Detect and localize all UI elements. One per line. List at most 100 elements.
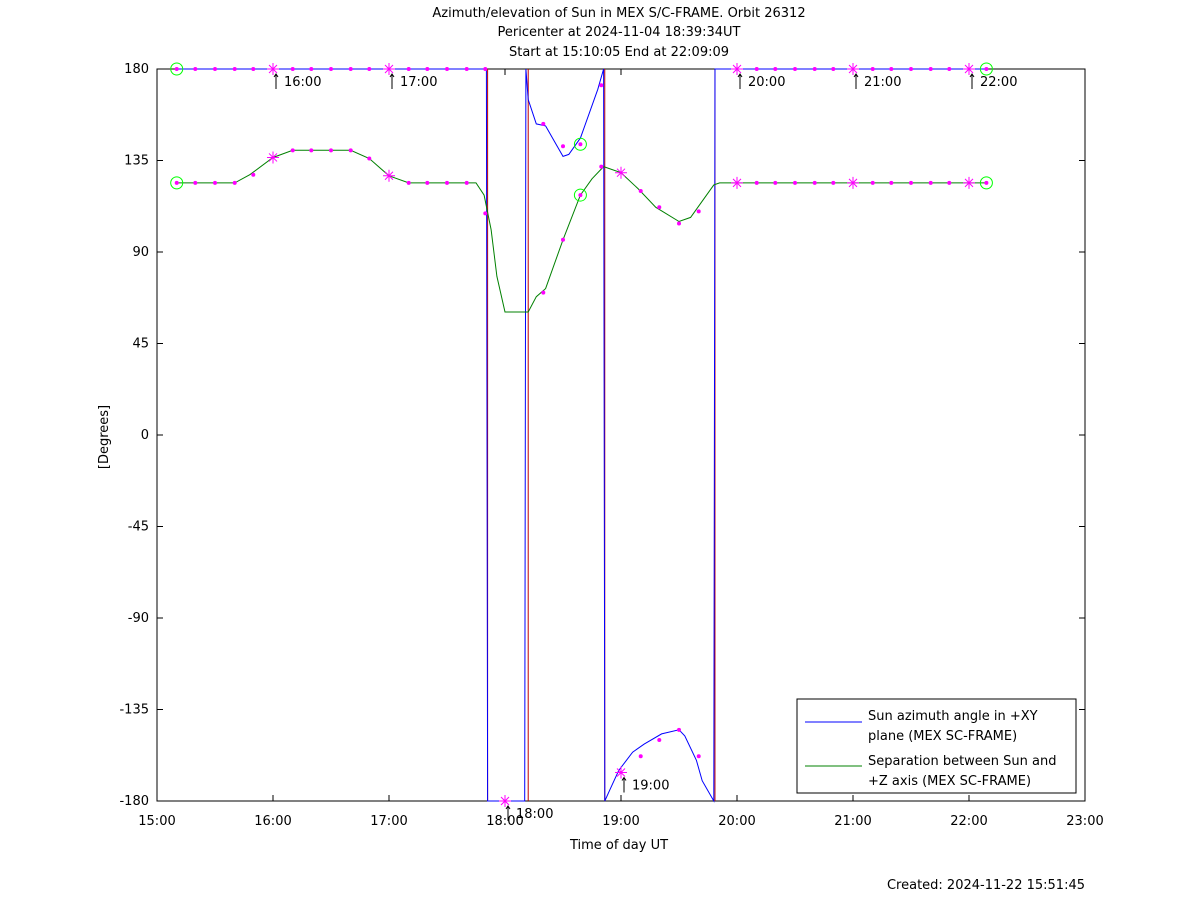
x-tick-label: 18:00 [486, 814, 523, 829]
y-axis-label: [Degrees] [97, 405, 112, 469]
ten-minute-marker [696, 209, 701, 214]
ten-minute-marker [425, 67, 430, 71]
ten-minute-marker [329, 67, 333, 71]
x-tick-label: 20:00 [718, 814, 755, 829]
ten-minute-marker [793, 180, 797, 185]
ten-minute-marker [367, 67, 372, 71]
x-tick-label: 23:00 [1066, 814, 1103, 829]
ten-minute-marker [213, 67, 217, 71]
y-tick-label: 0 [141, 428, 149, 443]
hour-label: 19:00 [632, 779, 669, 794]
ten-minute-marker [445, 67, 449, 71]
ten-minute-marker [677, 221, 681, 226]
ten-minute-marker [541, 290, 546, 295]
hour-label-arrow [853, 73, 859, 89]
ten-minute-marker [812, 67, 817, 71]
ten-minute-marker [367, 156, 372, 161]
hour-marker [731, 63, 743, 75]
ten-minute-marker [561, 237, 565, 242]
hour-marker [847, 63, 859, 75]
y-tick-label: 90 [132, 245, 149, 260]
hour-label-arrow [621, 776, 627, 793]
ten-minute-marker [657, 738, 662, 742]
y-tick-label: -90 [128, 611, 149, 626]
hour-marker [847, 176, 859, 189]
legend-label-separation-2: +Z axis (MEX SC-FRAME) [868, 774, 1031, 789]
hour-label: 18:00 [516, 807, 553, 822]
hour-label: 17:00 [400, 75, 437, 90]
azimuth-series-line [176, 68, 987, 803]
wrap-lines [487, 69, 716, 801]
endpoint-dot [984, 180, 989, 185]
hour-marker [963, 176, 975, 189]
ten-minute-marker [793, 67, 797, 71]
x-tick-label: 19:00 [602, 814, 639, 829]
y-tick-label: 180 [124, 62, 149, 77]
ten-minute-marker [348, 67, 353, 71]
ten-minute-marker [677, 727, 681, 732]
ten-minute-marker [638, 754, 643, 759]
ten-minute-marker [947, 180, 952, 185]
hour-label-arrow [737, 73, 743, 89]
y-tick-label: -135 [119, 703, 149, 718]
hour-marker [267, 63, 279, 75]
ten-minute-marker [193, 180, 198, 185]
legend: Sun azimuth angle in +XY plane (MEX SC-F… [796, 698, 1077, 794]
x-tick-label: 21:00 [834, 814, 871, 829]
endpoint-circle [979, 176, 993, 190]
ten-minute-marker [445, 180, 449, 185]
ten-minute-marker [232, 67, 237, 71]
title-line-1: Azimuth/elevation of Sun in MEX S/C-FRAM… [432, 6, 805, 21]
hour-marker [731, 176, 743, 189]
legend-label-azimuth-2: plane (MEX SC-FRAME) [868, 729, 1017, 744]
y-tick-label: 45 [132, 337, 149, 352]
hour-marker [615, 766, 627, 779]
marker-layer [170, 62, 993, 807]
ten-minute-marker [599, 83, 604, 88]
y-tick-label: 135 [124, 154, 149, 169]
x-axis-label: Time of day UT [569, 838, 668, 853]
ten-minute-marker [638, 189, 643, 193]
ten-minute-marker [541, 121, 546, 126]
hour-label: 21:00 [864, 75, 901, 90]
ten-minute-marker [928, 180, 933, 185]
hour-label: 22:00 [980, 75, 1017, 90]
y-tick-label: -180 [119, 794, 149, 809]
hour-marker [963, 63, 975, 75]
ten-minute-marker [909, 180, 913, 185]
ten-minute-marker [232, 180, 237, 185]
endpoint-dot [578, 193, 583, 198]
ten-minute-marker [329, 148, 333, 153]
ten-minute-marker [696, 754, 701, 759]
ten-minute-marker [193, 67, 198, 71]
chart-title: Azimuth/elevation of Sun in MEX S/C-FRAM… [432, 6, 805, 60]
ten-minute-marker [483, 67, 488, 71]
ten-minute-marker [870, 67, 875, 71]
hour-marker [383, 169, 395, 182]
ten-minute-marker [754, 67, 759, 71]
x-tick-label: 22:00 [950, 814, 987, 829]
hour-label-arrow [969, 73, 975, 89]
ten-minute-marker [754, 180, 759, 185]
ten-minute-marker [309, 148, 314, 153]
ten-minute-marker [831, 67, 836, 71]
ten-minute-marker [290, 148, 295, 153]
ten-minute-marker [406, 180, 411, 185]
endpoint-dot [174, 67, 179, 71]
endpoint-circle [573, 188, 587, 202]
separation-series-line [176, 149, 987, 313]
ten-minute-marker [812, 180, 817, 185]
ten-minute-marker [947, 67, 952, 71]
hour-label-arrow [505, 805, 511, 821]
ten-minute-marker [425, 180, 430, 185]
ten-minute-marker [870, 180, 875, 185]
endpoint-dot [578, 142, 583, 147]
endpoint-dot [174, 180, 179, 185]
ten-minute-marker [773, 180, 778, 185]
ten-minute-marker [599, 164, 604, 169]
ten-minute-marker [483, 211, 488, 216]
endpoint-dot [984, 67, 989, 71]
hour-marker [499, 795, 511, 807]
hour-label-arrow [389, 73, 395, 89]
